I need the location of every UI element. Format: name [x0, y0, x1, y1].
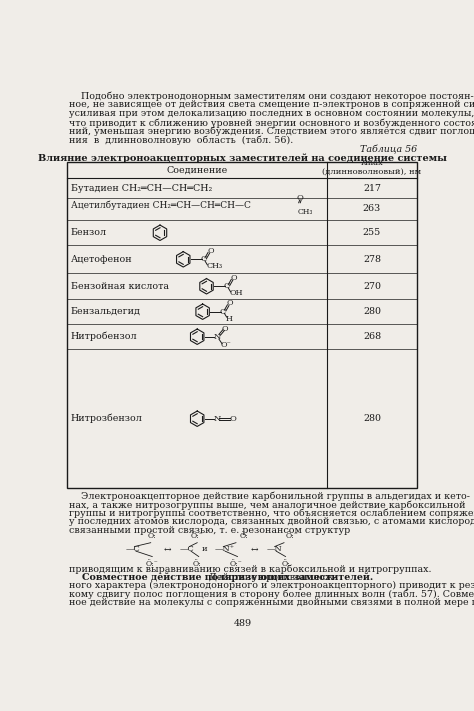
Text: C: C	[219, 308, 226, 316]
Text: —N⁺: —N⁺	[214, 545, 234, 553]
Text: нах, а также нитрозогруппы выше, чем аналогичное действие карбоксильной: нах, а также нитрозогруппы выше, чем ана…	[69, 501, 465, 510]
Text: Нитрозбензол: Нитрозбензол	[71, 414, 143, 424]
Text: усиливая при этом делокализацию последних в основном состоянии молекулы,: усиливая при этом делокализацию последни…	[69, 109, 474, 118]
Text: O⁻: O⁻	[220, 341, 231, 349]
Text: O: O	[230, 415, 237, 423]
Text: —C: —C	[125, 545, 140, 553]
Text: 489: 489	[234, 619, 252, 629]
Text: Ацетилбутадиен CH₂═CH—CH═CH—C: Ацетилбутадиен CH₂═CH—CH═CH—C	[71, 201, 251, 210]
Text: O: O	[207, 247, 214, 255]
Text: Ö:: Ö:	[239, 532, 248, 540]
Text: ↔: ↔	[251, 545, 258, 553]
Text: ний, уменьшая энергию возбуждения. Следствием этого является сдвиг поглоще-: ний, уменьшая энергию возбуждения. Следс…	[69, 127, 474, 137]
Text: 263: 263	[363, 204, 381, 213]
Text: CH₃: CH₃	[207, 262, 223, 270]
Text: Ацетофенон: Ацетофенон	[71, 255, 133, 264]
Text: Электроноакцепторное действие карбонильной группы в альдегидах и кето-: Электроноакцепторное действие карбонильн…	[69, 492, 470, 501]
Text: N: N	[213, 415, 221, 423]
Text: C: C	[224, 282, 230, 290]
Text: O: O	[222, 325, 228, 333]
Text: O: O	[227, 299, 233, 307]
Text: Ö:: Ö:	[281, 560, 290, 567]
Text: Ö:⁻: Ö:⁻	[191, 532, 203, 540]
Text: Бензальдегид: Бензальдегид	[71, 307, 141, 316]
Text: ↔: ↔	[164, 545, 172, 553]
Text: у последних атомов кислорода, связанных двойной связью, с атомами кислорода,: у последних атомов кислорода, связанных …	[69, 518, 474, 526]
Text: ния  в  длинноволновую  область  (табл. 56).: ния в длинноволновую область (табл. 56).	[69, 136, 293, 145]
Text: 280: 280	[363, 415, 381, 423]
Text: 217: 217	[363, 183, 381, 193]
Text: 255: 255	[363, 228, 381, 237]
Text: 270: 270	[363, 282, 381, 291]
Text: O: O	[230, 274, 237, 282]
Text: 268: 268	[363, 332, 381, 341]
Text: Бензойная кислота: Бензойная кислота	[71, 282, 169, 291]
Text: O: O	[296, 194, 303, 202]
Text: ного характера (электронодонорного и электроноакцепторного) приводит к рез-: ного характера (электронодонорного и эле…	[69, 581, 474, 590]
Text: Бензол: Бензол	[71, 228, 107, 237]
Text: приводящим к выравниванию связей в карбоксильной и нитрогруппах.: приводящим к выравниванию связей в карбо…	[69, 565, 431, 574]
Text: кому сдвигу полос поглощения в сторону более длинных волн (табл. 57). Совмест-: кому сдвигу полос поглощения в сторону б…	[69, 589, 474, 599]
Text: и: и	[202, 545, 208, 553]
Text: Соединение: Соединение	[166, 166, 228, 174]
Text: Действие противополож-: Действие противополож-	[206, 573, 337, 582]
Text: N: N	[213, 333, 221, 341]
Text: Бутадиен CH₂═CH—CH═CH₂: Бутадиен CH₂═CH—CH═CH₂	[71, 183, 212, 193]
Text: 278: 278	[363, 255, 381, 264]
Text: Ö:⁻: Ö:⁻	[229, 560, 242, 567]
Text: связанными простой связью, т. е. резонансом структур: связанными простой связью, т. е. резонан…	[69, 525, 350, 535]
Text: —C: —C	[179, 545, 194, 553]
Text: ное действие на молекулы с сопряженными двойными связями в полной мере про-: ное действие на молекулы с сопряженными …	[69, 598, 474, 607]
Text: 280: 280	[363, 307, 381, 316]
Text: ное, не зависящее от действия света смещение π-электронов в сопряженной системе,: ное, не зависящее от действия света смещ…	[69, 100, 474, 109]
Text: —N: —N	[267, 545, 283, 553]
Text: Ö:⁻: Ö:⁻	[285, 532, 298, 540]
Text: λmax
(длинноволновый), нм: λmax (длинноволновый), нм	[322, 159, 421, 176]
Bar	[67, 161, 417, 488]
Text: Влияние электроноакцепторных заместителей на соединение системы: Влияние электроноакцепторных заместителе…	[38, 153, 447, 163]
Text: OH: OH	[230, 289, 243, 297]
Text: Ö:⁻: Ö:⁻	[146, 560, 159, 567]
Text: группы и нитрогруппы соответственно, что объясняется ослаблением сопряжения: группы и нитрогруппы соответственно, что…	[69, 509, 474, 518]
Text: H: H	[226, 315, 233, 323]
Text: Ö:: Ö:	[193, 560, 201, 567]
Text: Совместное действие поляризующих заместителей.: Совместное действие поляризующих замести…	[69, 573, 373, 582]
Text: Нитробензол: Нитробензол	[71, 332, 137, 341]
Text: CH₃: CH₃	[297, 208, 312, 216]
Text: Подобно электронодонорным заместителям они создают некоторое постоян-: Подобно электронодонорным заместителям о…	[69, 92, 474, 101]
Text: C: C	[201, 255, 207, 263]
Text: Таблица 56: Таблица 56	[360, 144, 417, 154]
Text: Ö:: Ö:	[148, 532, 156, 540]
Text: что приводит к сближению уровней энергии основного и возбужденного состоя-: что приводит к сближению уровней энергии…	[69, 118, 474, 127]
